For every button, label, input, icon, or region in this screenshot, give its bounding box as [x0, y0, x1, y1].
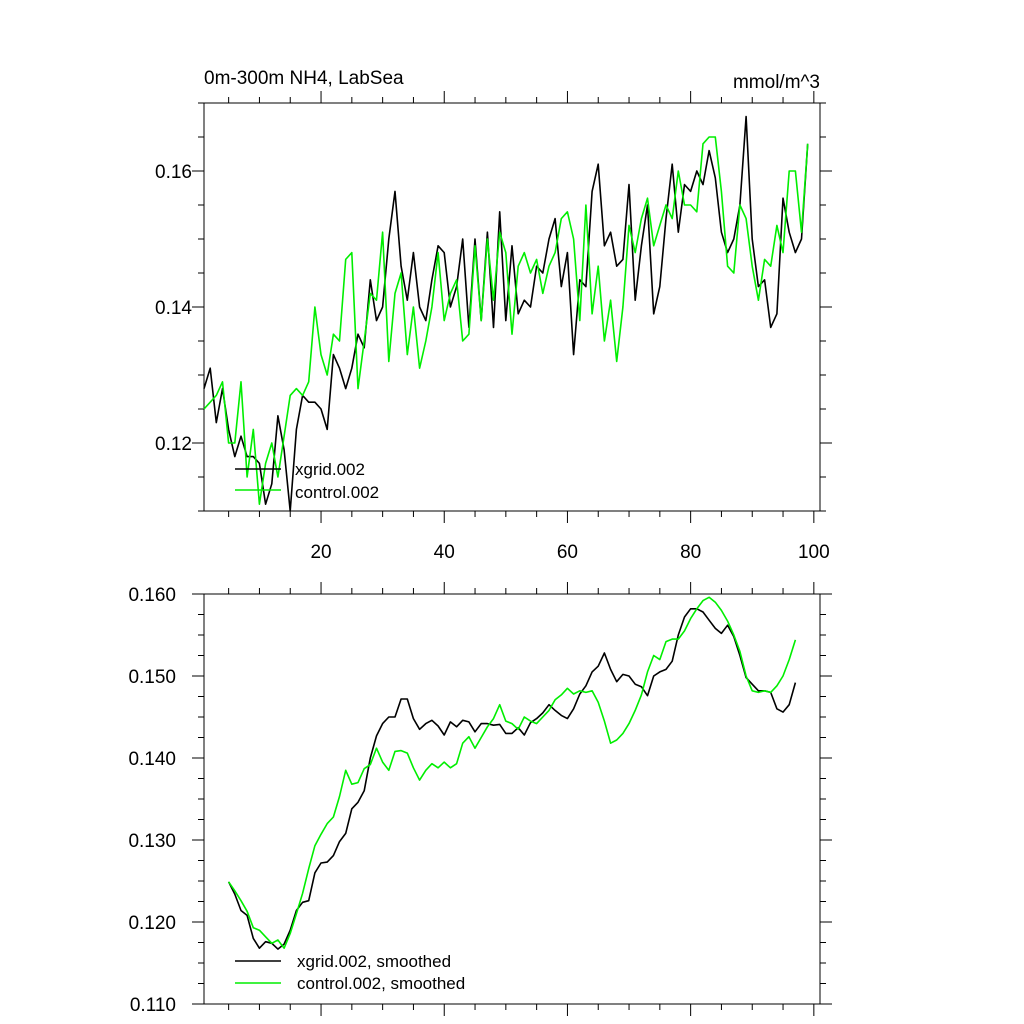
- top-panel: 0m-300m NH4, LabSea mmol/m^3 20 40 60 80 100…: [155, 68, 832, 563]
- bottom-y-tick-label: 0.150: [128, 667, 176, 688]
- top-y-tick-label: 0.14: [155, 298, 192, 319]
- bottom-y-tick-label: 0.160: [128, 585, 176, 606]
- top-legend: xgrid.002 control.002: [235, 460, 379, 502]
- top-y-tick-label: 0.12: [155, 434, 192, 455]
- top-x-tick-label: 80: [680, 542, 701, 563]
- bottom-series-control: [227, 596, 797, 950]
- bottom-legend: xgrid.002, smoothed control.002, smoothe…: [235, 952, 465, 993]
- top-series-group: [203, 115, 809, 512]
- bottom-y-tick-label: 0.120: [128, 913, 176, 934]
- bottom-plot-frame: [203, 593, 821, 1005]
- bottom-series-group: [227, 596, 797, 950]
- top-x-tick-label: 40: [434, 542, 455, 563]
- top-x-tick-label: 100: [798, 542, 830, 563]
- bottom-y-tick-label: 0.130: [128, 831, 176, 852]
- bottom-y-tick-label: 0.110: [130, 995, 176, 1016]
- top-x-tick-label: 60: [557, 542, 578, 563]
- top-series-control: [203, 136, 809, 506]
- top-plot-frame: [203, 102, 821, 512]
- bottom-series-xgrid: [227, 607, 797, 950]
- top-title: 0m-300m NH4, LabSea: [204, 68, 404, 89]
- top-x-tick-label: 20: [310, 542, 331, 563]
- top-series-xgrid: [203, 115, 809, 512]
- bottom-axis-ticks: 0.110 0.120 0.130 0.140 0.150 0.160: [128, 582, 832, 1016]
- top-units: mmol/m^3: [733, 72, 820, 93]
- bottom-legend-label-control: control.002, smoothed: [297, 974, 465, 993]
- top-legend-label-control: control.002: [295, 483, 379, 502]
- top-legend-label-xgrid: xgrid.002: [295, 460, 365, 479]
- top-axis-ticks: 20 40 60 80 100 0.12 0.14 0.16: [155, 91, 832, 563]
- bottom-y-tick-label: 0.140: [128, 749, 176, 770]
- bottom-panel: 0.110 0.120 0.130 0.140 0.150 0.160 xgrid.002…: [128, 582, 832, 1016]
- top-y-tick-label: 0.16: [155, 162, 192, 183]
- bottom-legend-label-xgrid: xgrid.002, smoothed: [297, 952, 451, 971]
